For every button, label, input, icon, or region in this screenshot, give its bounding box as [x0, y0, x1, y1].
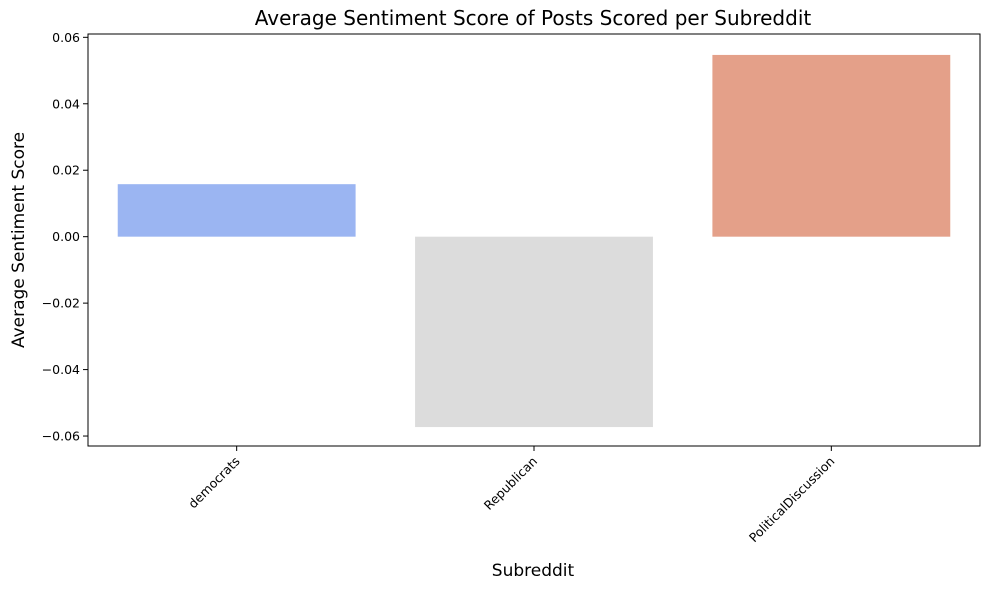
bar-PoliticalDiscussion: [712, 54, 951, 237]
plot-frame: [87, 33, 981, 447]
y-tick-label: 0.06: [52, 30, 80, 45]
x-axis-label: Subreddit: [492, 561, 575, 581]
x-tick-label: democrats: [185, 454, 243, 512]
x-axis-ticks: democrats Republican PoliticalDiscussion: [185, 446, 837, 545]
bar-democrats: [117, 184, 356, 237]
bar-Republican: [415, 236, 653, 428]
x-tick-label: Republican: [481, 454, 540, 513]
y-tick-label: −0.04: [42, 362, 80, 377]
y-axis-label: Average Sentiment Score: [9, 132, 29, 348]
y-tick-label: −0.06: [42, 429, 80, 444]
y-axis-ticks: −0.06 −0.04 −0.02 0.00 0.02 0.04 0.06: [42, 30, 88, 444]
y-tick-label: 0.00: [52, 229, 80, 244]
chart-title: Average Sentiment Score of Posts Scored …: [255, 6, 812, 30]
y-tick-label: 0.04: [52, 96, 80, 111]
y-tick-label: 0.02: [52, 163, 80, 178]
bars-layer: [117, 54, 951, 428]
y-tick-label: −0.02: [42, 296, 80, 311]
x-tick-label: PoliticalDiscussion: [746, 454, 838, 546]
